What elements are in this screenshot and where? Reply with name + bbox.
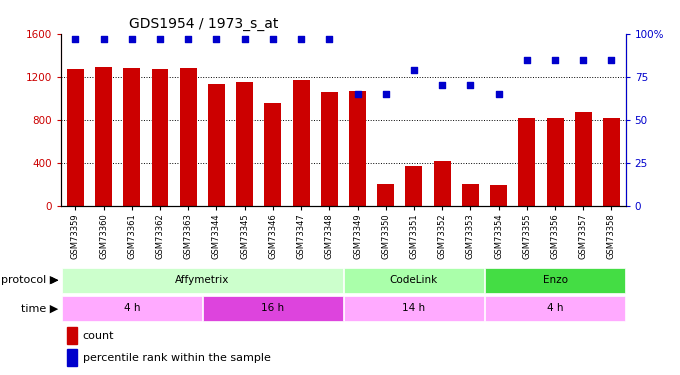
Text: Affymetrix: Affymetrix [175, 275, 229, 285]
Bar [575, 112, 592, 206]
Point [606, 57, 617, 63]
Point [183, 36, 194, 42]
Point [549, 57, 560, 63]
Bar [62, 296, 202, 321]
Text: 4 h: 4 h [124, 303, 140, 313]
Bar [405, 166, 422, 206]
Point [70, 36, 81, 42]
Bar [67, 350, 77, 366]
Bar [344, 296, 484, 321]
Bar [434, 161, 451, 206]
Point [493, 91, 504, 97]
Text: time ▶: time ▶ [20, 303, 58, 313]
Bar [123, 68, 140, 206]
Point [352, 91, 363, 97]
Bar [485, 268, 625, 293]
Bar [321, 92, 338, 206]
Point [154, 36, 165, 42]
Bar [462, 184, 479, 206]
Bar [236, 82, 253, 206]
Point [380, 91, 391, 97]
Text: protocol ▶: protocol ▶ [1, 275, 58, 285]
Point [578, 57, 589, 63]
Text: percentile rank within the sample: percentile rank within the sample [83, 353, 271, 363]
Bar [344, 268, 484, 293]
Bar [265, 103, 282, 206]
Text: 16 h: 16 h [261, 303, 284, 313]
Point [267, 36, 278, 42]
Bar [292, 80, 309, 206]
Point [126, 36, 137, 42]
Bar [62, 268, 343, 293]
Point [296, 36, 307, 42]
Bar [490, 184, 507, 206]
Bar [180, 68, 197, 206]
Bar [485, 296, 625, 321]
Point [437, 82, 447, 88]
Text: CodeLink: CodeLink [390, 275, 438, 285]
Text: count: count [83, 331, 114, 341]
Bar [349, 91, 366, 206]
Bar [95, 67, 112, 206]
Text: Enzo: Enzo [543, 275, 568, 285]
Point [324, 36, 335, 42]
Bar [377, 184, 394, 206]
Point [522, 57, 532, 63]
Bar [152, 69, 169, 206]
Text: 4 h: 4 h [547, 303, 563, 313]
Point [211, 36, 222, 42]
Bar [203, 296, 343, 321]
Point [98, 36, 109, 42]
Bar [67, 327, 77, 344]
Bar [67, 69, 84, 206]
Text: GDS1954 / 1973_s_at: GDS1954 / 1973_s_at [129, 17, 278, 32]
Point [239, 36, 250, 42]
Bar [547, 118, 564, 206]
Text: 14 h: 14 h [403, 303, 426, 313]
Point [409, 67, 420, 73]
Bar [208, 84, 225, 206]
Point [465, 82, 476, 88]
Bar [603, 118, 620, 206]
Bar [518, 118, 535, 206]
